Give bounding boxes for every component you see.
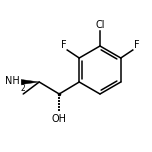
Text: F: F — [134, 40, 139, 50]
Text: NH: NH — [5, 76, 20, 86]
Polygon shape — [21, 79, 39, 85]
Text: 2: 2 — [21, 84, 26, 93]
Text: F: F — [61, 40, 66, 50]
Text: OH: OH — [52, 114, 67, 124]
Text: Cl: Cl — [95, 21, 105, 31]
